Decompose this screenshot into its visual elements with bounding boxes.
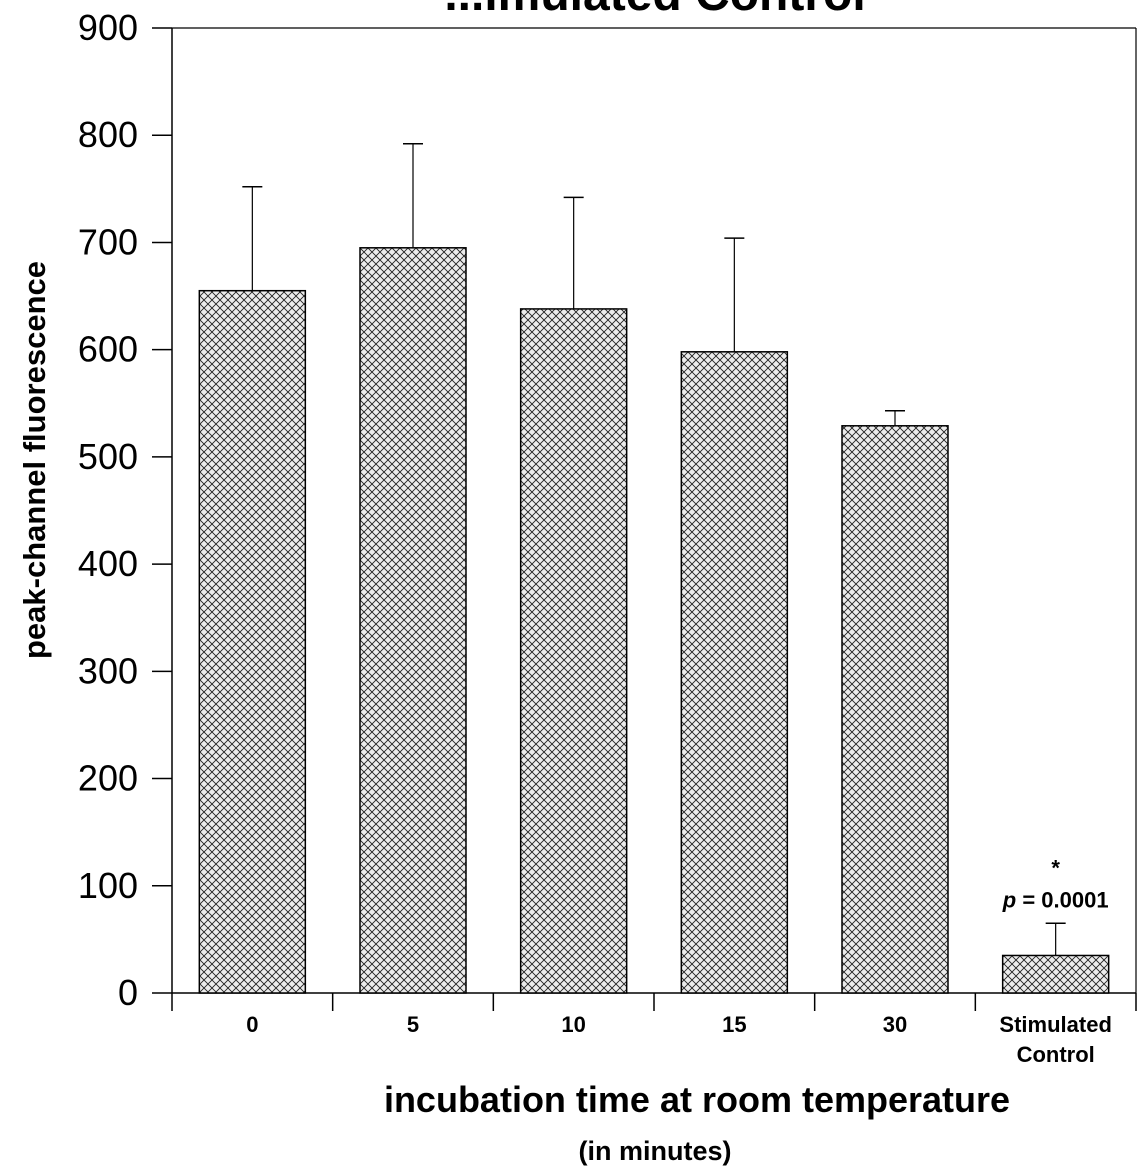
significance-marker: * <box>1051 855 1060 880</box>
p-value-label: p = 0.0001 <box>1002 887 1109 912</box>
y-tick-label: 400 <box>78 543 138 584</box>
bar <box>680 351 789 994</box>
y-tick-label: 900 <box>78 7 138 48</box>
plot-frame <box>172 27 1137 993</box>
x-axis-label-sub: (in minutes) <box>579 1136 732 1166</box>
bar <box>1001 954 1110 994</box>
annotations: * p = 0.0001 <box>1002 855 1109 912</box>
x-tick-label: Control <box>1017 1042 1095 1067</box>
y-tick-label: 600 <box>78 329 138 370</box>
y-tick-label: 0 <box>118 972 138 1013</box>
x-tick-label: 15 <box>722 1012 746 1037</box>
x-tick-label: 0 <box>246 1012 258 1037</box>
bar <box>198 289 307 994</box>
bar <box>841 425 949 994</box>
y-tick-label: 300 <box>78 650 138 691</box>
x-tick-label: Stimulated <box>999 1012 1111 1037</box>
y-tick-label: 500 <box>78 436 138 477</box>
bar <box>359 247 467 994</box>
y-tick-label: 800 <box>78 114 138 155</box>
x-axis: 0 5 10 15 30 Stimulated Control <box>171 992 1137 1067</box>
y-axis: 0 100 200 300 400 500 600 700 800 900 <box>78 7 173 1013</box>
y-tick-label: 700 <box>78 221 138 262</box>
x-tick-label: 5 <box>407 1012 419 1037</box>
chart-title: ...imulated Control <box>444 0 865 21</box>
y-tick-label: 200 <box>78 758 138 799</box>
y-tick-label: 100 <box>78 865 138 906</box>
x-tick-label: 10 <box>561 1012 585 1037</box>
x-tick-label: 30 <box>883 1012 907 1037</box>
x-axis-label: incubation time at room temperature <box>384 1079 1010 1120</box>
y-axis-label: peak-channel fluorescence <box>17 261 52 659</box>
bar <box>519 308 628 994</box>
bars <box>198 143 1110 994</box>
